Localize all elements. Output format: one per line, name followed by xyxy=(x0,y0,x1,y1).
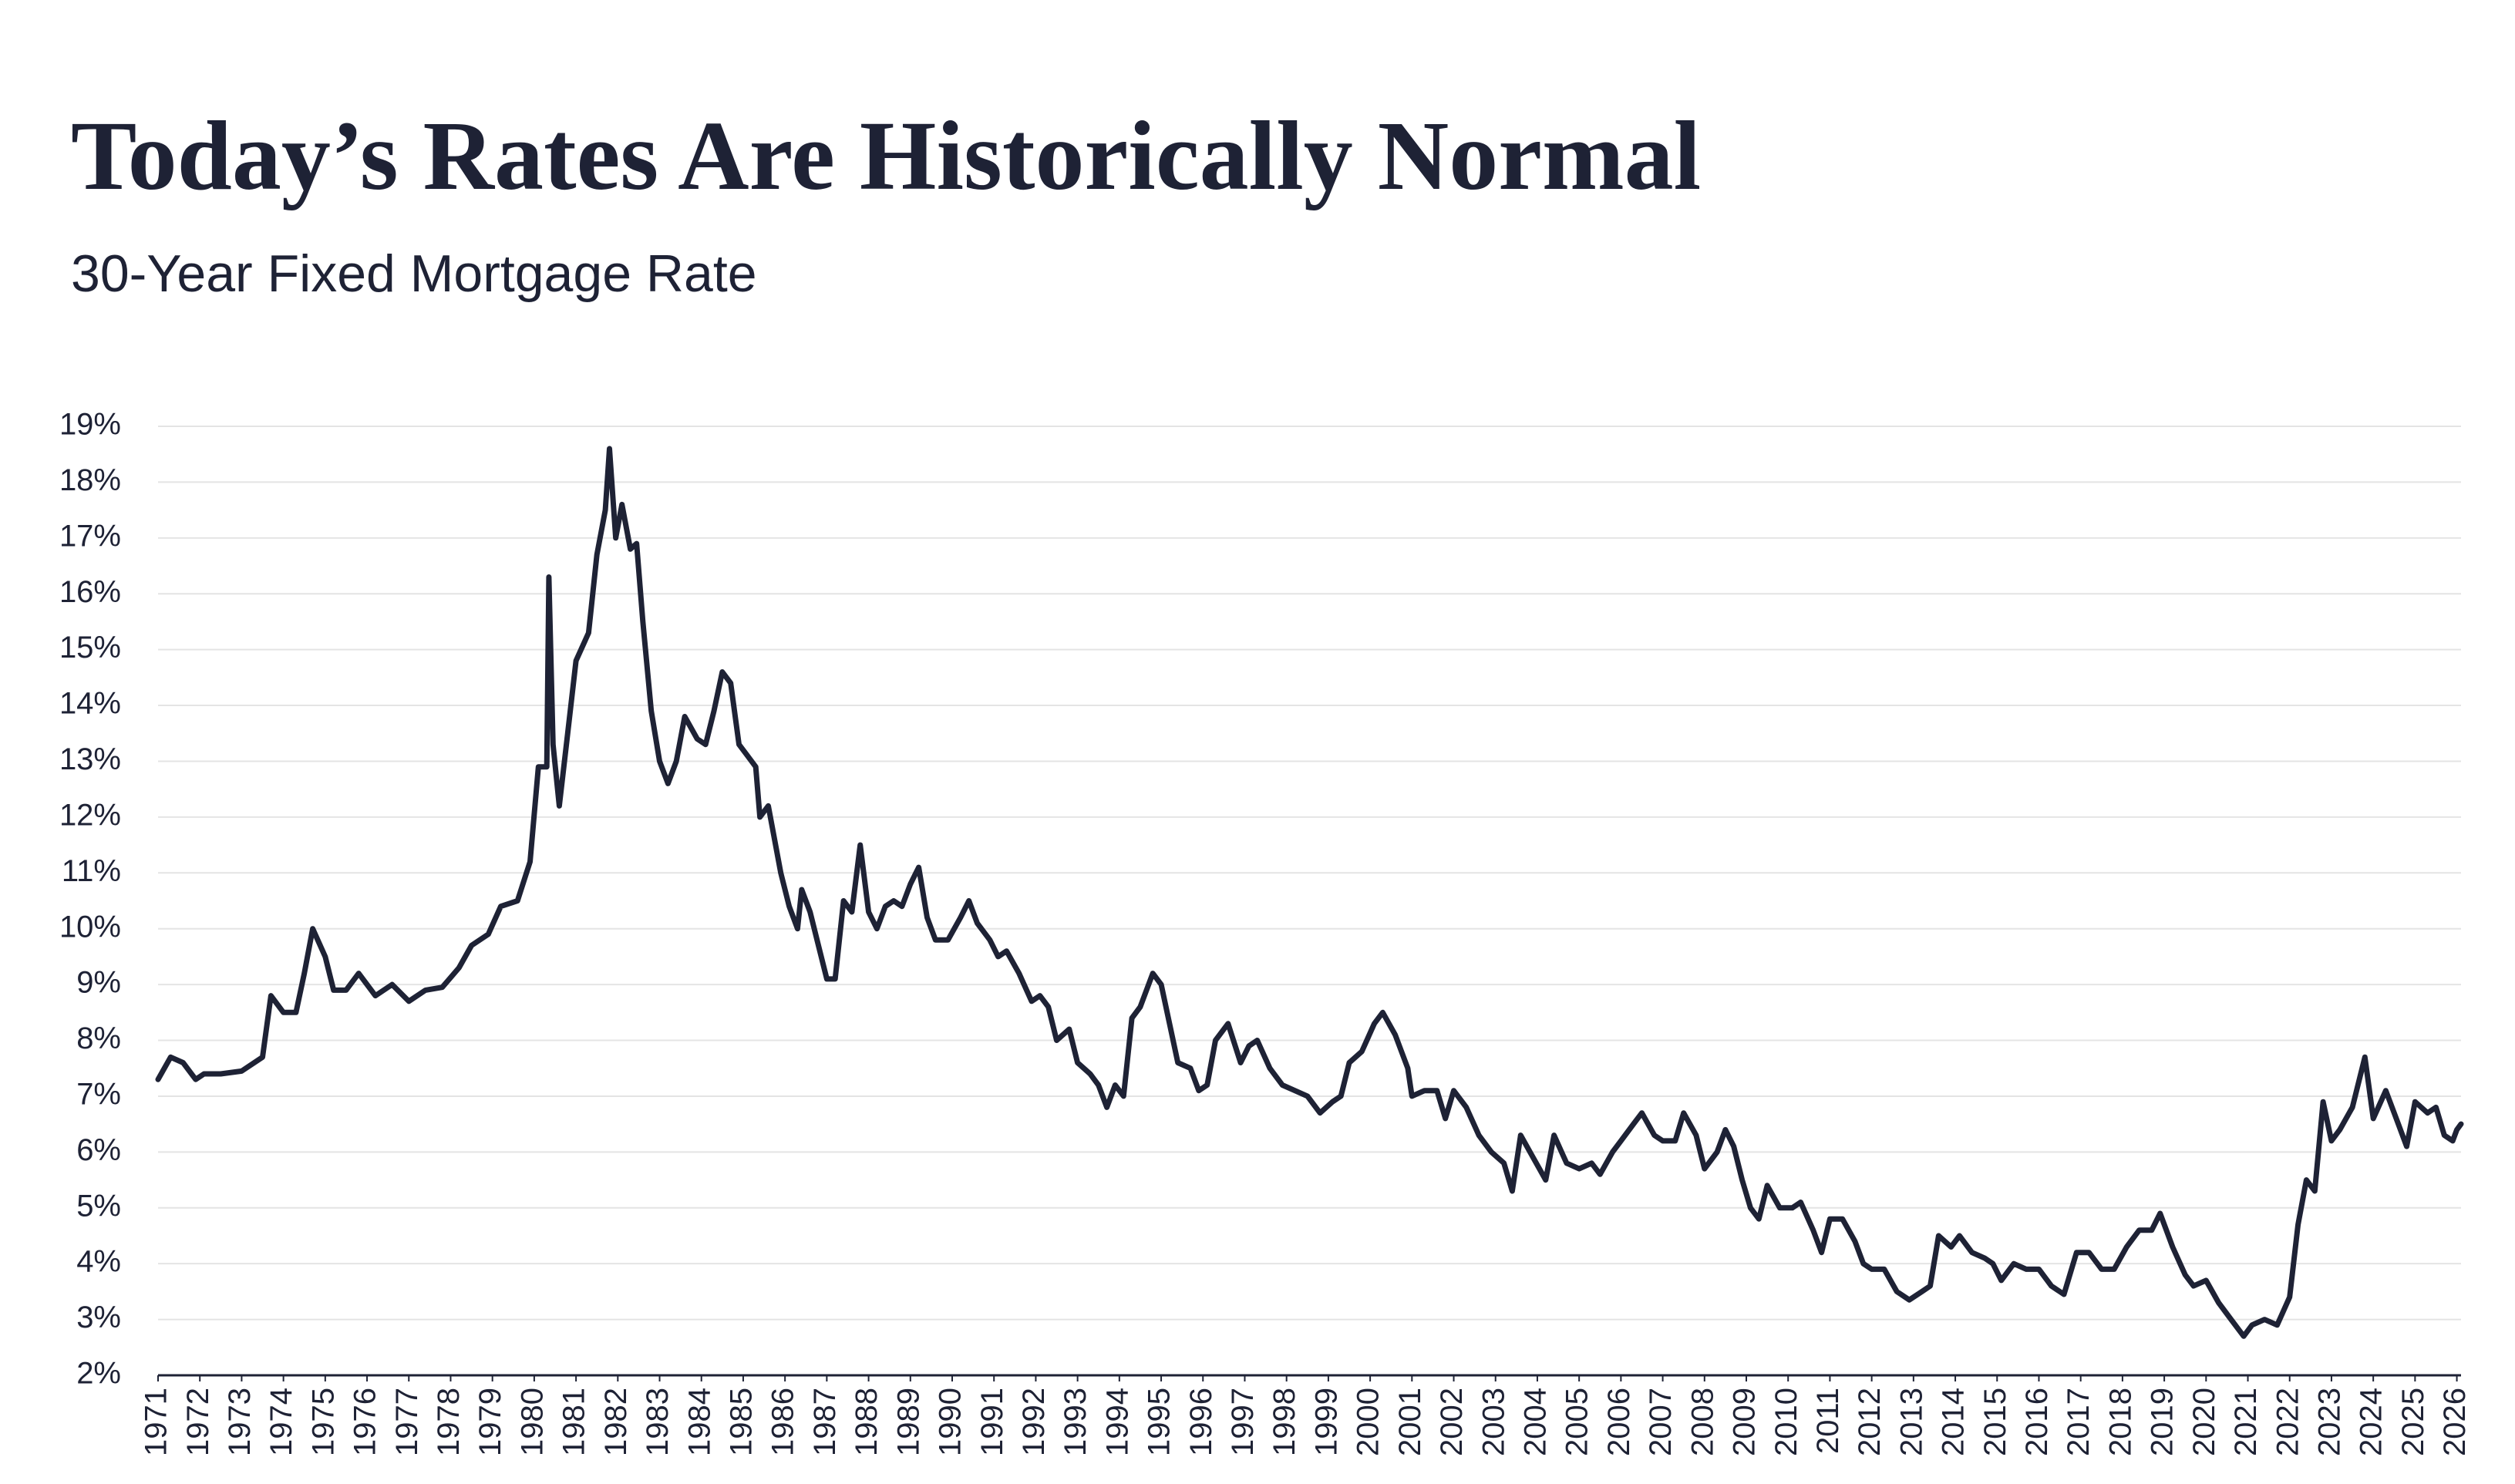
x-tick-label: 2009 xyxy=(1728,1388,1762,1456)
x-tick-label: 2021 xyxy=(2229,1388,2263,1456)
x-tick-label: 2018 xyxy=(2103,1388,2137,1456)
x-tick-label: 2007 xyxy=(1644,1388,1678,1456)
x-tick-label: 1976 xyxy=(348,1388,382,1456)
y-tick-label: 19% xyxy=(59,408,121,442)
x-tick-label: 1992 xyxy=(1017,1388,1051,1456)
x-tick-label: 1984 xyxy=(682,1388,716,1456)
y-tick-label: 18% xyxy=(59,463,121,497)
x-tick-label: 2010 xyxy=(1769,1388,1803,1456)
chart-subtitle: 30-Year Fixed Mortgage Rate xyxy=(71,244,757,303)
x-tick-label: 1982 xyxy=(599,1388,633,1456)
x-tick-label: 1973 xyxy=(223,1388,257,1456)
x-tick-label: 2023 xyxy=(2313,1388,2347,1456)
y-tick-label: 8% xyxy=(76,1021,121,1055)
y-tick-label: 4% xyxy=(76,1245,121,1279)
x-tick-label: 1990 xyxy=(934,1388,968,1456)
x-tick-label: 1979 xyxy=(473,1388,507,1456)
x-tick-label: 1998 xyxy=(1268,1388,1301,1456)
x-tick-label: 2017 xyxy=(2062,1388,2096,1456)
x-tick-label: 2026 xyxy=(2438,1388,2472,1456)
y-tick-label: 10% xyxy=(59,910,121,944)
x-tick-label: 1983 xyxy=(641,1388,675,1456)
x-tick-label: 2016 xyxy=(2020,1388,2054,1456)
x-tick-label: 1986 xyxy=(766,1388,800,1456)
x-tick-label: 1993 xyxy=(1059,1388,1093,1456)
x-tick-label: 1978 xyxy=(432,1388,466,1456)
x-tick-label: 2003 xyxy=(1476,1388,1510,1456)
x-tick-label: 1985 xyxy=(725,1388,759,1456)
y-tick-label: 3% xyxy=(76,1301,121,1334)
x-tick-label: 1980 xyxy=(515,1388,549,1456)
x-tick-label: 2013 xyxy=(1894,1388,1928,1456)
x-tick-label: 1988 xyxy=(850,1388,884,1456)
x-tick-label: 2011 xyxy=(1811,1388,1845,1454)
x-tick-label: 1995 xyxy=(1143,1388,1177,1456)
x-tick-label: 1994 xyxy=(1100,1388,1134,1456)
y-tick-label: 6% xyxy=(76,1133,121,1167)
x-tick-label: 2015 xyxy=(1978,1388,2012,1456)
x-tick-label: 1971 xyxy=(140,1388,173,1456)
x-tick-label: 2019 xyxy=(2146,1388,2180,1456)
x-tick-label: 1989 xyxy=(891,1388,925,1456)
x-tick-label: 2025 xyxy=(2396,1388,2430,1456)
y-tick-label: 7% xyxy=(76,1078,121,1112)
y-tick-label: 2% xyxy=(76,1357,121,1391)
x-tick-label: 2012 xyxy=(1853,1388,1887,1456)
x-tick-label: 1999 xyxy=(1309,1388,1343,1456)
x-tick-label: 2000 xyxy=(1352,1388,1385,1456)
x-tick-label: 2020 xyxy=(2187,1388,2221,1456)
x-tick-label: 2008 xyxy=(1685,1388,1719,1456)
y-tick-label: 17% xyxy=(59,519,121,553)
y-tick-label: 14% xyxy=(59,687,121,721)
x-tick-label: 1991 xyxy=(975,1388,1009,1456)
y-tick-label: 15% xyxy=(59,631,121,665)
x-tick-label: 2002 xyxy=(1435,1388,1469,1456)
x-tick-label: 1977 xyxy=(390,1388,424,1456)
y-tick-label: 16% xyxy=(59,575,121,609)
x-tick-label: 1974 xyxy=(264,1388,298,1456)
y-tick-label: 5% xyxy=(76,1189,121,1223)
x-tick-label: 1972 xyxy=(181,1388,215,1456)
x-tick-label: 2014 xyxy=(1937,1388,1971,1456)
x-tick-label: 1997 xyxy=(1226,1388,1260,1456)
x-tick-label: 2006 xyxy=(1602,1388,1636,1456)
x-tick-label: 1981 xyxy=(557,1388,591,1456)
y-tick-label: 13% xyxy=(59,742,121,776)
y-tick-label: 12% xyxy=(59,798,121,832)
x-tick-label: 1996 xyxy=(1184,1388,1218,1456)
rate-line xyxy=(155,446,2464,1339)
chart-title: Today’s Rates Are Historically Normal xyxy=(71,101,1701,210)
x-tick-label: 1987 xyxy=(808,1388,842,1456)
x-tick-label: 2005 xyxy=(1561,1388,1594,1456)
x-tick-label: 2001 xyxy=(1393,1388,1427,1456)
x-tick-label: 1975 xyxy=(306,1388,340,1456)
x-tick-label: 2024 xyxy=(2355,1388,2389,1456)
y-tick-label: 9% xyxy=(76,966,121,1000)
y-tick-label: 11% xyxy=(62,854,121,888)
x-tick-label: 2022 xyxy=(2271,1388,2305,1456)
x-tick-label: 2004 xyxy=(1519,1388,1553,1456)
